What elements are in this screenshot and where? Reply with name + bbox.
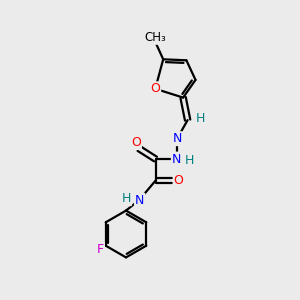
Text: O: O [174,174,184,187]
Text: N: N [135,194,144,207]
Text: H: H [196,112,205,125]
Text: O: O [150,82,160,95]
Text: CH₃: CH₃ [145,31,167,44]
Text: O: O [131,136,141,149]
Text: H: H [122,192,131,205]
Text: N: N [172,153,181,166]
Text: N: N [172,132,182,145]
Text: F: F [97,243,104,256]
Text: H: H [185,154,194,167]
